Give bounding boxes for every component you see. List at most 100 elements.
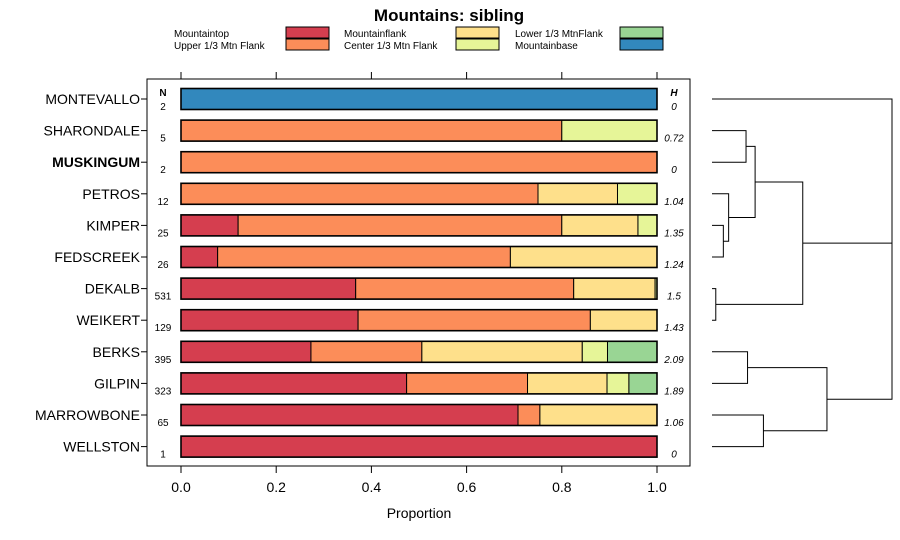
n-column-header: N (159, 88, 166, 99)
bar-outline (180, 372, 658, 395)
x-tick-label: 0.2 (266, 479, 286, 495)
bar-segment-upper-1-3-mtn-flank (180, 119, 563, 142)
n-value: 1 (160, 450, 166, 461)
bar-segment-center-1-3-mtn-flank (561, 119, 658, 142)
bar-segment-mountainflank (573, 277, 656, 300)
bar-segment-mountaintop (180, 214, 239, 237)
legend-label-mountainbase: Mountainbase (515, 41, 578, 52)
x-tick-label: 0.8 (552, 479, 572, 495)
bar-segment-center-1-3-mtn-flank (606, 372, 630, 395)
n-value: 25 (157, 228, 169, 239)
n-value: 12 (157, 197, 169, 208)
dendrogram-branch (712, 414, 764, 448)
x-tick-label: 1.0 (647, 479, 667, 495)
n-value: 531 (155, 292, 172, 303)
legend-swatch-mountainbase (619, 38, 664, 51)
bar-segment-mountainbase (180, 88, 658, 110)
h-value: 1.89 (664, 386, 684, 397)
bar-row-gilpin (180, 372, 658, 395)
bar-row-kimper (180, 214, 658, 237)
bar-segment-center-1-3-mtn-flank (581, 340, 608, 363)
row-labels: MONTEVALLO SHARONDALE MUSKINGUM PETROS KIMPE… (35, 91, 147, 455)
n-value: 395 (155, 355, 172, 366)
row-label-dekalb: DEKALB (85, 281, 140, 297)
legend-swatch-lower-1-3-mtnflank (619, 26, 664, 39)
legend-label-mountainflank: Mountainflank (344, 29, 407, 40)
x-tick-label: 0.4 (362, 479, 382, 495)
bar-segment-mountaintop (180, 246, 219, 268)
bar-segment-upper-1-3-mtn-flank (180, 151, 658, 174)
bar-segment-mountainflank (589, 309, 658, 332)
bar-row-muskingum (180, 150, 658, 174)
legend-label-lower-1-3-mtnflank: Lower 1/3 MtnFlank (515, 29, 604, 40)
bar-segment-mountaintop (180, 277, 357, 300)
bar-segment-mountainflank (539, 404, 658, 426)
h-value: 0 (671, 102, 677, 113)
bar-segment-center-1-3-mtn-flank (637, 214, 658, 237)
bar-outline (180, 245, 658, 269)
bar-segment-upper-1-3-mtn-flank (517, 404, 541, 426)
bar-row-montevallo (180, 87, 658, 111)
n-value: 65 (157, 418, 169, 429)
bars-group (180, 87, 658, 458)
n-value: 2 (160, 165, 166, 176)
bar-segment-upper-1-3-mtn-flank (180, 182, 539, 205)
bar-segment-upper-1-3-mtn-flank (237, 214, 563, 237)
bar-outline (180, 308, 658, 332)
bar-segment-upper-1-3-mtn-flank (355, 277, 575, 300)
h-value: 1.24 (664, 260, 684, 271)
legend-swatch-mountaintop (285, 26, 330, 39)
bar-segment-mountainflank (561, 214, 639, 237)
bar-segment-upper-1-3-mtn-flank (406, 372, 529, 395)
dendrogram-branch (712, 224, 724, 258)
row-label-kimper: KIMPER (86, 217, 140, 233)
dendrogram-branch (712, 130, 747, 163)
bar-outline (180, 150, 658, 174)
dendrogram-branch (747, 367, 828, 432)
h-value: 0 (671, 165, 677, 176)
entropy-labels: 0 0.72 0 1.04 1.35 1.24 1.5 1.43 2.09 1.89 1.06 0 (663, 102, 684, 461)
legend-swatch-center-1-3-mtn-flank (455, 38, 500, 51)
bar-outline (180, 403, 658, 427)
h-value: 1.43 (664, 323, 684, 334)
row-label-petros: PETROS (82, 186, 140, 202)
dendrogram-branch (802, 242, 893, 400)
bar-row-sharondale (180, 119, 658, 142)
n-value: 323 (155, 386, 172, 397)
x-tick-label: 0.0 (171, 479, 191, 495)
bar-outline (180, 214, 658, 237)
row-label-weikert: WEIKERT (76, 312, 140, 328)
h-value: 1.04 (664, 197, 684, 208)
row-label-sharondale: SHARONDALE (44, 123, 140, 139)
bar-row-berks (180, 340, 658, 364)
bar-segment-lower-1-3-mtnflank (606, 340, 658, 363)
bar-outline (180, 119, 658, 142)
bar-segment-mountainflank (537, 182, 618, 205)
h-value: 2.09 (663, 355, 684, 366)
n-value: 129 (155, 323, 172, 334)
legend-swatch-upper-1-3-mtn-flank (285, 38, 330, 51)
n-value: 2 (160, 102, 166, 113)
n-value: 5 (160, 134, 166, 145)
bar-segment-mountainflank (527, 372, 608, 395)
bar-segment-mountaintop (180, 309, 359, 332)
dendrogram-branch (712, 193, 730, 242)
dendrogram-branch (728, 145, 756, 218)
bar-segment-mountaintop (180, 435, 658, 458)
bar-row-wellston (180, 435, 658, 458)
row-label-berks: BERKS (93, 344, 140, 360)
x-axis: 0.0 0.2 0.4 0.6 0.8 1.0 (171, 466, 667, 495)
bar-segment-upper-1-3-mtn-flank (357, 309, 591, 332)
row-label-montevallo: MONTEVALLO (45, 91, 140, 107)
bar-outline (180, 87, 658, 111)
legend-label-upper-1-3-mtn-flank: Upper 1/3 Mtn Flank (174, 41, 266, 52)
dendrogram-branch (712, 98, 893, 322)
chart-title: Mountains: sibling (374, 6, 524, 25)
dendrogram (712, 98, 893, 448)
h-value: 1.06 (664, 418, 684, 429)
legend-label-mountaintop: Mountaintop (174, 29, 229, 40)
bar-row-petros (180, 182, 658, 206)
dendrogram-branch (712, 288, 717, 321)
row-label-wellston: WELLSTON (63, 439, 140, 455)
